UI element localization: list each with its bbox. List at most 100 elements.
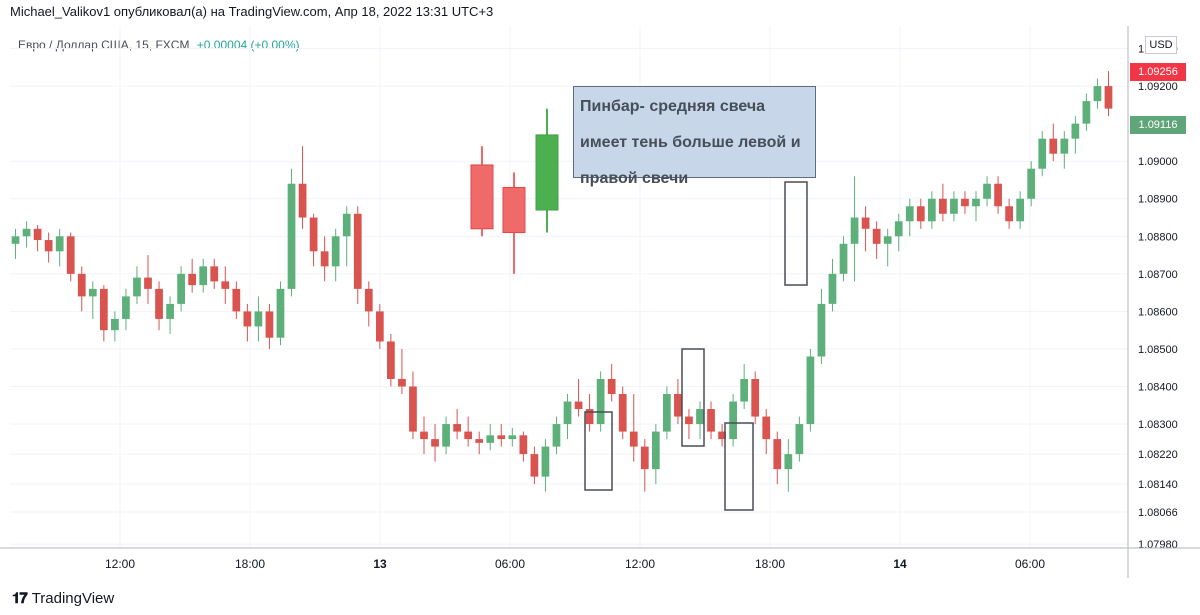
candle	[519, 431, 528, 462]
candle-body	[431, 439, 439, 447]
candle	[431, 424, 439, 462]
candle	[177, 266, 185, 312]
candle-body	[707, 409, 715, 432]
candle-body	[729, 401, 737, 440]
candle	[574, 379, 583, 417]
candle-body	[375, 311, 384, 342]
candle	[243, 303, 252, 342]
candle	[607, 363, 616, 402]
candle-body	[453, 424, 461, 432]
candle-body	[773, 439, 782, 470]
candle	[839, 236, 848, 282]
candle	[894, 213, 903, 252]
candle-body	[541, 446, 550, 477]
candle-body	[1027, 168, 1036, 199]
price-axis: 1.093001.092001.090001.089001.088001.087…	[1127, 26, 1178, 578]
brand-name: TradingView	[31, 590, 115, 607]
candle-body	[287, 183, 296, 289]
candle	[22, 221, 31, 248]
candle	[420, 416, 428, 455]
candle-body	[508, 435, 517, 440]
candle	[342, 206, 351, 267]
candle-body	[133, 277, 141, 297]
price-tick-label: 1.08300	[1138, 419, 1178, 431]
candle-layer	[11, 71, 1113, 492]
candle	[707, 401, 715, 440]
footer-brand[interactable]: 𝟏𝟕 TradingView	[12, 590, 114, 607]
candle	[685, 409, 693, 440]
candle-body	[199, 266, 208, 286]
candle-body	[221, 281, 230, 289]
candle	[309, 213, 318, 267]
candle	[497, 424, 506, 447]
candle	[99, 285, 108, 342]
candle-body	[409, 386, 417, 432]
candle	[916, 198, 925, 229]
currency-label[interactable]: USD	[1145, 36, 1177, 54]
candle-body	[806, 356, 815, 425]
candle	[1082, 93, 1091, 132]
price-tick-label: 1.08700	[1138, 269, 1178, 281]
candle	[552, 416, 561, 455]
candle-body	[276, 288, 285, 338]
candle-body	[188, 273, 197, 286]
candle	[1049, 123, 1058, 162]
time-tick-label: 13	[373, 557, 387, 571]
candle	[210, 258, 219, 289]
candle-body	[210, 266, 219, 282]
candle	[905, 198, 914, 237]
candle-body	[232, 288, 241, 312]
candle-body	[265, 311, 274, 338]
candle	[464, 416, 473, 447]
candle	[375, 303, 384, 349]
candle-body	[950, 198, 958, 214]
price-tick-label: 1.09200	[1138, 81, 1178, 93]
candle-body	[1071, 123, 1080, 139]
candle	[762, 409, 771, 455]
candle-body	[696, 409, 704, 425]
candle	[939, 183, 947, 222]
candle-body	[77, 273, 86, 297]
candle-body	[552, 424, 561, 447]
candle-body	[88, 288, 97, 297]
candle-body	[994, 183, 1002, 207]
candle-body	[44, 240, 53, 252]
candle-body	[11, 236, 20, 244]
candle	[77, 266, 86, 312]
candle-body	[420, 431, 428, 440]
candle	[674, 379, 682, 425]
candle	[850, 176, 859, 282]
candle-body	[740, 379, 749, 402]
candle	[33, 225, 42, 252]
candle-body	[353, 213, 362, 289]
candle	[740, 363, 749, 410]
example-body	[535, 134, 559, 211]
candle	[961, 191, 969, 214]
candle	[364, 281, 373, 327]
candle-body	[651, 431, 660, 470]
candle	[254, 296, 263, 342]
pinbar-box	[724, 422, 754, 511]
candle	[696, 401, 704, 440]
candle	[972, 191, 980, 222]
pinbar-note: Пинбар- средняя свеча имеет тень больше …	[573, 86, 816, 187]
candle-body	[177, 273, 185, 304]
candle	[475, 431, 484, 455]
candle-body	[66, 236, 75, 274]
candle-body	[398, 379, 406, 387]
example-candles	[470, 108, 559, 274]
note-line-2: имеет тень больше левой и	[580, 134, 801, 151]
candle-body	[674, 394, 682, 417]
price-badge-green: 1.09116	[1130, 116, 1186, 134]
candle-body	[55, 236, 64, 252]
candle-body	[585, 409, 594, 425]
time-tick-label: 06:00	[495, 557, 525, 571]
candle-body	[387, 341, 395, 380]
candle-body	[663, 394, 671, 432]
candle-body	[364, 288, 373, 312]
candle-body	[22, 228, 31, 237]
price-tick-label: 1.08400	[1138, 382, 1178, 394]
price-tick-label: 1.08500	[1138, 344, 1178, 356]
candle	[629, 394, 638, 462]
